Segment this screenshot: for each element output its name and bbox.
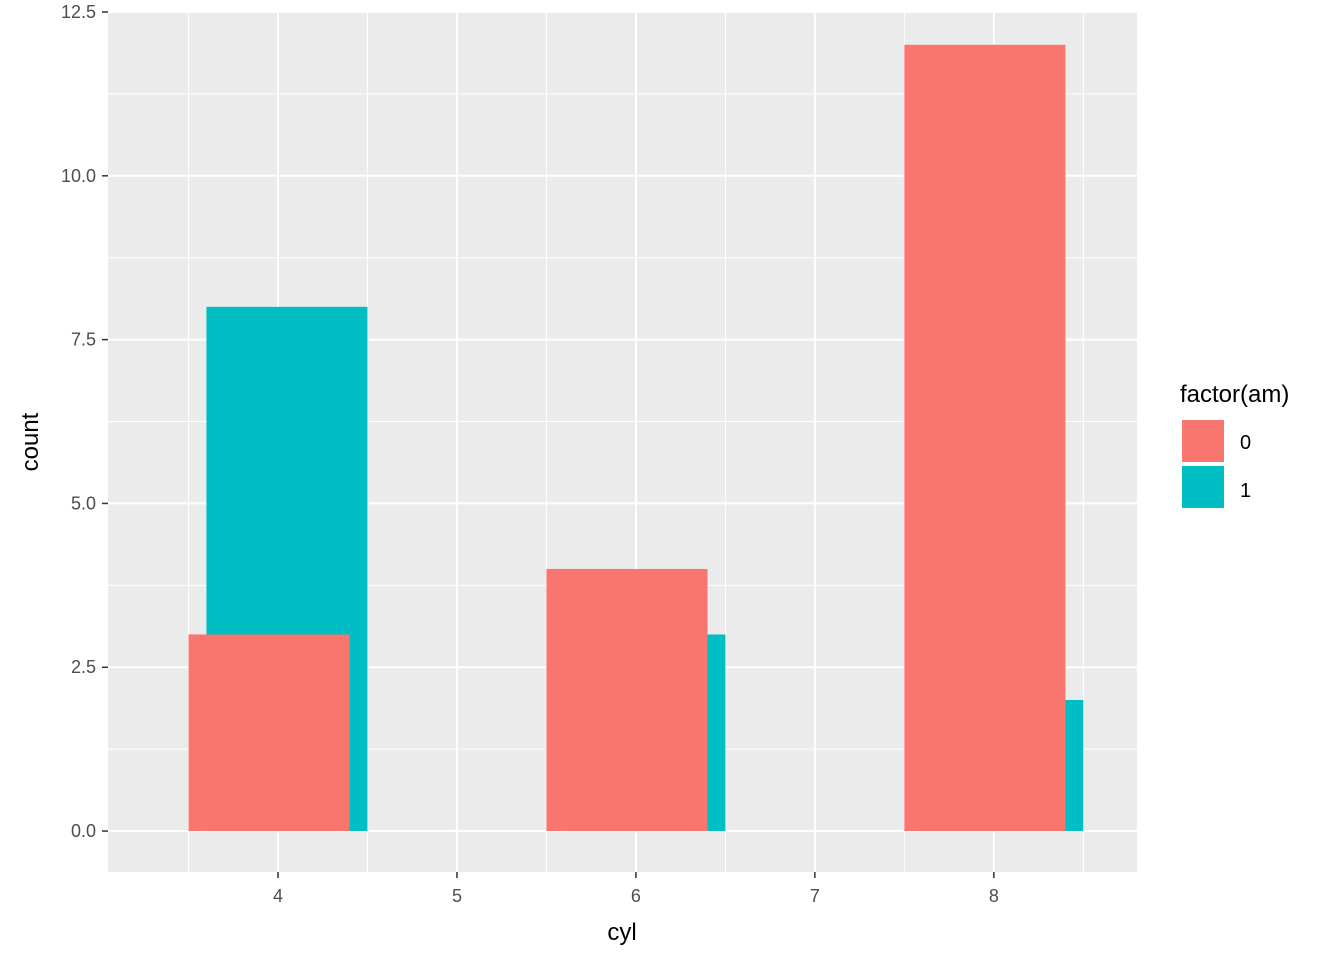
x-axis-title: cyl xyxy=(607,919,636,946)
legend: factor(am) 0 1 xyxy=(1180,381,1289,508)
y-tick-label: 2.5 xyxy=(71,657,96,677)
y-tick-label: 0.0 xyxy=(71,821,96,841)
x-tick-label: 8 xyxy=(989,886,999,906)
legend-label-0: 0 xyxy=(1240,432,1251,454)
x-axis: 4 5 6 7 8 xyxy=(273,872,999,906)
legend-key-0 xyxy=(1182,420,1224,462)
bar-series-0 xyxy=(188,634,350,832)
x-tick-label: 6 xyxy=(631,886,641,906)
y-tick-label: 7.5 xyxy=(71,330,96,350)
x-tick-label: 7 xyxy=(810,886,820,906)
bar-series-0 xyxy=(904,44,1066,832)
x-tick-label: 4 xyxy=(273,886,283,906)
y-tick-label: 5.0 xyxy=(71,493,96,513)
y-tick-label: 12.5 xyxy=(61,2,96,22)
x-tick-label: 5 xyxy=(452,886,462,906)
y-tick-label: 10.0 xyxy=(61,166,96,186)
legend-key-1 xyxy=(1182,466,1224,508)
series-0-bars xyxy=(188,44,1066,832)
legend-label-1: 1 xyxy=(1240,480,1251,502)
bar-series-0 xyxy=(546,568,708,832)
y-axis-title: count xyxy=(17,412,44,471)
legend-title: factor(am) xyxy=(1180,381,1289,408)
y-axis: 0.0 2.5 5.0 7.5 10.0 12.5 xyxy=(61,2,108,841)
